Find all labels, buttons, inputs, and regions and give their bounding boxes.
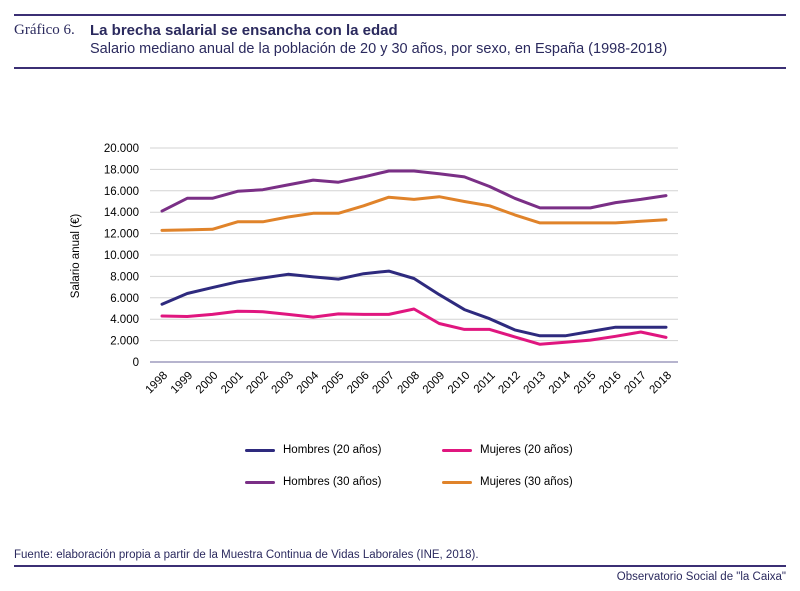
legend-swatch: [442, 480, 472, 484]
series-line-mujeres-30-a-os: [160, 195, 668, 232]
series-lines: [160, 169, 668, 346]
figure-label: Gráfico 6.: [14, 22, 75, 38]
x-tick-label: 2003: [270, 370, 297, 397]
chart-title: La brecha salarial se ensancha con la ed…: [90, 22, 398, 39]
header-bottom-rule: [14, 67, 786, 69]
top-rule: [14, 14, 786, 16]
legend-label: Mujeres (20 años): [480, 444, 573, 456]
x-tick-label: 2010: [446, 370, 473, 397]
legend-swatch: [245, 448, 275, 452]
x-tick-label: 1998: [144, 370, 171, 397]
x-tick-labels: 1998199920002001200220032004200520062007…: [144, 369, 675, 396]
y-tick-label: 0: [133, 357, 139, 369]
y-tick-labels: 0 2.000 4.000 6.000 8.000 10.000 12.000 14.000 1…: [104, 143, 139, 369]
x-tick-label: 2018: [648, 370, 675, 397]
x-tick-label: 2005: [320, 370, 347, 397]
y-tick-label: 16.000: [104, 186, 139, 198]
x-tick-label: 2007: [370, 370, 397, 397]
y-tick-label: 20.000: [104, 143, 139, 155]
legend-swatch: [442, 448, 472, 452]
source-note: Fuente: elaboración propia a partir de l…: [14, 549, 479, 561]
footer-credit: Observatorio Social de "la Caixa": [616, 571, 786, 583]
legend-item-mujeres-20: Mujeres (20 años): [442, 444, 573, 456]
legend-label: Hombres (30 años): [283, 476, 382, 488]
legend-label: Mujeres (30 años): [480, 476, 573, 488]
legend-label: Hombres (20 años): [283, 444, 382, 456]
x-tick-label: 1999: [169, 370, 196, 397]
x-tick-label: 2004: [295, 369, 322, 396]
x-tick-label: 2001: [219, 370, 246, 397]
x-tick-label: 2009: [421, 370, 448, 397]
y-tick-label: 18.000: [104, 164, 139, 176]
bottom-rule: [14, 565, 786, 567]
x-tick-label: 2002: [244, 370, 271, 397]
x-tick-label: 2000: [194, 370, 221, 397]
x-tick-label: 2011: [472, 370, 498, 396]
x-tick-label: 2014: [547, 369, 574, 396]
chart-subtitle: Salario mediano anual de la población de…: [90, 41, 668, 57]
series-line-hombres-20-a-os: [160, 269, 668, 338]
y-tick-label: 14.000: [104, 207, 139, 219]
y-axis-label: Salario anual (€): [70, 214, 82, 299]
y-tick-label: 2.000: [110, 336, 139, 348]
legend-item-mujeres-30: Mujeres (30 años): [442, 476, 573, 488]
y-tick-label: 12.000: [104, 229, 139, 241]
legend-item-hombres-20: Hombres (20 años): [245, 444, 381, 456]
y-tick-label: 10.000: [104, 250, 139, 262]
x-tick-label: 2016: [597, 370, 624, 397]
y-tick-label: 4.000: [110, 314, 139, 326]
series-line-mujeres-20-a-os: [160, 307, 668, 346]
y-tick-label: 8.000: [110, 271, 139, 283]
x-tick-label: 2012: [496, 370, 523, 397]
legend-item-hombres-30: Hombres (30 años): [245, 476, 381, 488]
x-tick-label: 2013: [522, 370, 549, 397]
y-tick-label: 6.000: [110, 293, 139, 305]
x-tick-label: 2017: [622, 370, 649, 397]
x-tick-label: 2008: [396, 370, 423, 397]
line-chart: 0 2.000 4.000 6.000 8.000 10.000 12.000 14.000 1…: [70, 143, 678, 396]
series-line-hombres-30-a-os: [160, 169, 668, 213]
legend-swatch: [245, 480, 275, 484]
x-tick-label: 2015: [572, 370, 599, 397]
x-tick-label: 2006: [345, 370, 372, 397]
